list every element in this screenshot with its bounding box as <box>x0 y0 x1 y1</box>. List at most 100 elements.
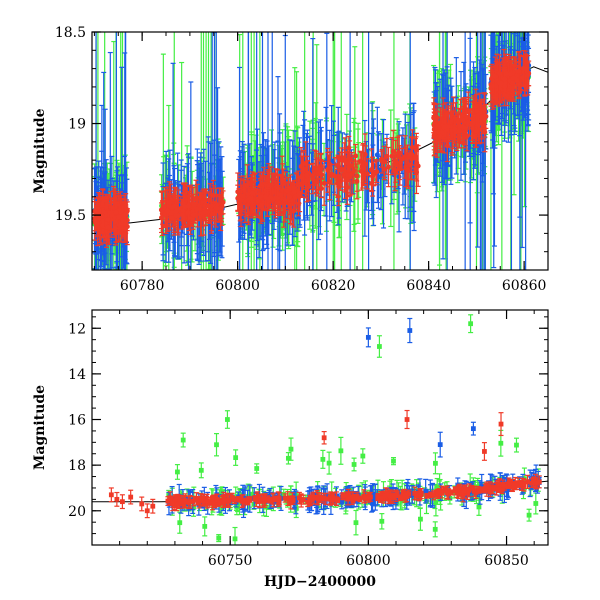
data-point-red <box>473 485 479 500</box>
data-point-red <box>321 492 327 504</box>
data-point-red <box>287 185 293 209</box>
data-point-red <box>191 206 197 224</box>
data-point-blue <box>374 106 380 204</box>
data-point-red <box>340 492 346 501</box>
data-point-red <box>351 158 357 182</box>
data-point-red <box>375 494 381 502</box>
y-tick-label: 18.5 <box>55 25 86 41</box>
data-point-red <box>284 181 290 201</box>
data-point-red <box>187 494 193 509</box>
data-point-red <box>309 492 315 502</box>
data-point-red <box>289 492 295 504</box>
data-point-red <box>150 498 156 514</box>
data-point-red <box>213 193 219 223</box>
data-point-green <box>360 448 366 464</box>
data-point-red <box>280 163 286 199</box>
data-point-red <box>190 495 196 507</box>
top-plot-area <box>92 32 548 270</box>
x-tick-label: 60750 <box>208 553 253 569</box>
data-point-green <box>533 492 539 515</box>
data-point-red <box>392 490 398 500</box>
data-point-red <box>507 479 513 488</box>
data-point-red <box>114 491 120 507</box>
data-point-red <box>245 177 251 223</box>
data-point-red <box>386 146 392 188</box>
data-point-red <box>193 196 199 222</box>
data-point-red <box>366 492 372 501</box>
data-point-red <box>452 114 458 144</box>
data-point-green <box>177 511 183 534</box>
data-point-green <box>174 464 180 480</box>
data-point-red <box>198 493 204 507</box>
data-point-red <box>499 485 505 495</box>
data-point-red <box>222 495 228 507</box>
data-point-green <box>285 452 291 465</box>
data-point-red <box>525 54 531 96</box>
data-point-red <box>399 147 405 170</box>
data-point-red <box>108 487 114 503</box>
data-point-red <box>498 412 504 437</box>
data-point-red <box>310 163 316 195</box>
data-point-red <box>214 493 220 507</box>
data-point-green <box>254 463 260 474</box>
data-point-red <box>237 496 243 503</box>
data-point-red <box>128 489 134 505</box>
data-point-blue <box>372 483 378 507</box>
data-point-green <box>202 516 208 537</box>
top-plot-frame <box>91 31 549 271</box>
data-point-green <box>214 433 220 457</box>
data-point-red <box>417 488 423 500</box>
data-point-red <box>345 492 351 506</box>
data-point-red <box>300 494 306 505</box>
data-point-red <box>99 205 105 226</box>
data-point-red <box>250 180 256 206</box>
data-point-green <box>180 432 186 448</box>
data-point-green <box>432 452 438 475</box>
data-point-red <box>113 190 119 234</box>
data-point-red <box>329 163 335 185</box>
data-point-red <box>444 486 450 500</box>
data-point-red <box>159 202 165 234</box>
y-tick-label: 20 <box>68 504 86 520</box>
data-point-red <box>258 494 264 504</box>
x-tick-label: 60840 <box>406 278 451 294</box>
data-point-blue <box>470 421 476 436</box>
data-point-red <box>255 185 261 217</box>
data-point-red <box>203 197 209 227</box>
data-point-red <box>350 495 356 504</box>
data-point-red <box>172 186 178 227</box>
data-point-red <box>477 486 483 494</box>
data-point-red <box>361 151 367 186</box>
data-point-blue <box>437 431 443 458</box>
data-point-green <box>198 462 204 479</box>
data-point-red <box>484 481 490 492</box>
data-point-red <box>177 494 183 509</box>
data-point-red <box>219 187 225 226</box>
data-point-red <box>314 489 320 505</box>
data-point-red <box>205 191 211 222</box>
data-point-red <box>474 94 480 128</box>
data-point-green <box>526 508 532 522</box>
data-point-green <box>338 436 344 465</box>
data-point-red <box>265 188 271 210</box>
data-point-red <box>174 496 180 512</box>
data-point-red <box>164 189 170 232</box>
data-point-red <box>412 486 418 501</box>
data-point-red <box>329 492 335 505</box>
data-point-red <box>357 495 363 503</box>
data-point-red <box>424 492 430 499</box>
data-point-red <box>457 108 463 144</box>
data-point-red <box>116 208 122 225</box>
bottom-panel: 60750 60800 60850 12 14 16 18 20 Magnitude HJD−24… <box>32 309 549 590</box>
data-point-red <box>479 104 485 130</box>
data-point-red <box>105 209 111 246</box>
data-point-green <box>468 314 474 334</box>
data-point-red <box>193 492 199 506</box>
x-axis-label: HJD−2400000 <box>264 574 376 590</box>
data-point-red <box>507 61 513 86</box>
data-point-red <box>404 409 410 430</box>
data-point-red <box>317 492 323 504</box>
data-point-green <box>417 507 423 531</box>
data-point-red <box>169 208 175 228</box>
